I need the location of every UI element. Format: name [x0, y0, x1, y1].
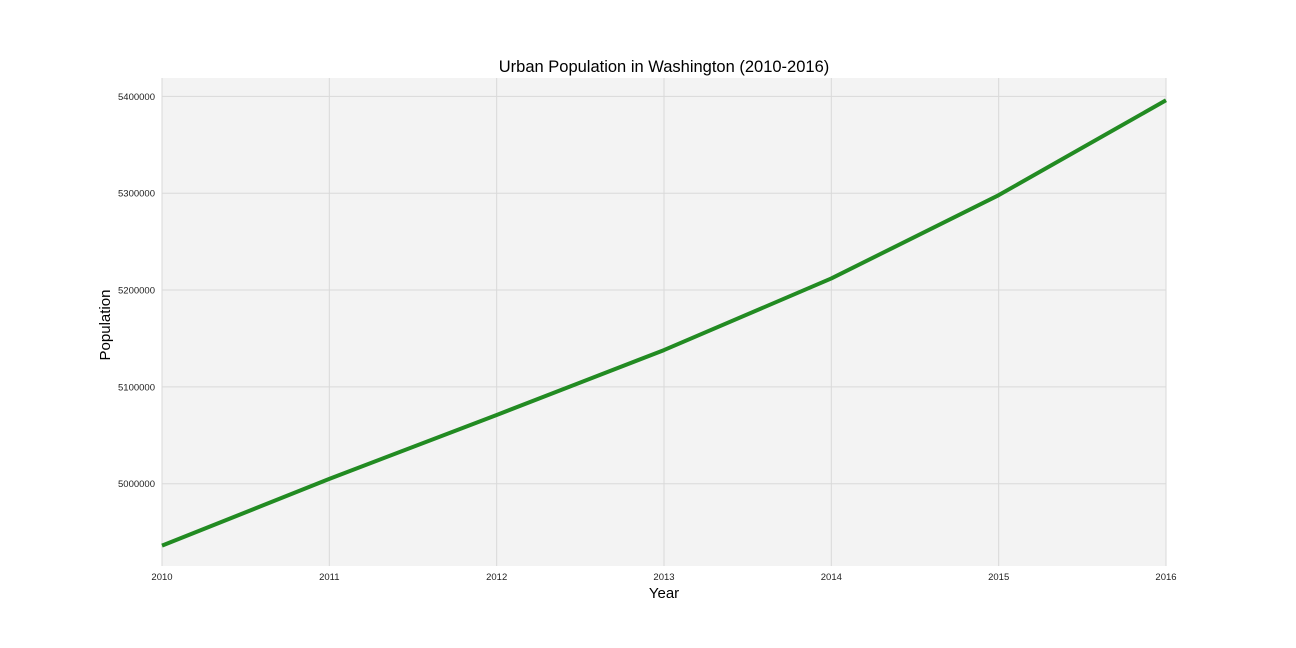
y-axis-title: Population: [97, 290, 114, 361]
x-tick-label: 2013: [653, 572, 674, 583]
x-tick-label: 2016: [1155, 572, 1176, 583]
y-tick-label: 5100000: [118, 382, 155, 393]
y-tick-label: 5000000: [118, 479, 155, 490]
x-tick-label: 2010: [151, 572, 172, 583]
chart-title: Urban Population in Washington (2010-201…: [499, 58, 830, 76]
x-tick-label: 2012: [486, 572, 507, 583]
y-tick-label: 5400000: [118, 92, 155, 103]
tick-labels: 2010 2011 2012 2013 2014 2015 2016 5000000 51000…: [118, 92, 1177, 583]
x-tick-label: 2011: [319, 572, 339, 583]
series-line: [161, 98, 1167, 548]
x-axis-title: Year: [649, 585, 679, 602]
y-tick-label: 5300000: [118, 189, 155, 200]
y-tick-label: 5200000: [118, 286, 155, 297]
x-tick-label: 2014: [821, 572, 842, 583]
series-layer: [161, 98, 1167, 548]
x-tick-label: 2015: [988, 572, 1009, 583]
